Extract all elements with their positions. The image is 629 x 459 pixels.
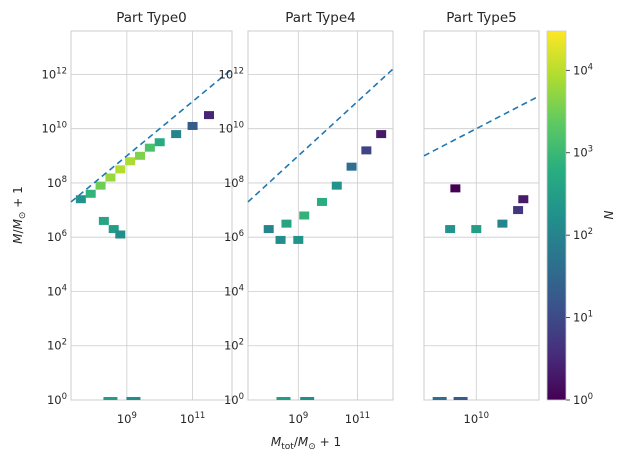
hexbin-cell [95,181,106,190]
hexbin-cell [513,206,524,215]
xticks-part-type0: 109 1011 [117,411,205,426]
colorbar-tick-label: 104 [573,62,593,77]
hexbin-cell [108,225,119,234]
y-axis-label: M/M⊙ + 1 [11,186,28,244]
hexbin-cell [346,162,357,171]
hexbin-cell [316,197,327,206]
hexbin-cell [276,397,291,400]
xticks-part-type4: 109 1011 [288,411,370,426]
hexbin-cell [105,173,116,182]
colorbar-tick-label: 101 [573,310,593,325]
bins-part-type4 [263,130,387,400]
hexbin-cell [275,235,286,244]
hexbin-cell [300,397,315,400]
y-tick-label: 1010 [219,121,244,136]
hexbin-cell [126,397,141,400]
y-tick-label: 1012 [219,66,244,81]
y-tick-label: 100 [224,392,244,407]
hexbin-cell [445,225,456,234]
grid-part-type0 [71,31,232,401]
x-tick-label: 109 [288,411,308,426]
y-tick-label: 102 [224,338,244,353]
y-tick-label: 104 [47,283,67,298]
reference-line-part-type4 [247,68,394,203]
hexbin-cell [204,111,214,120]
bins-part-type5 [432,184,529,400]
hexbin-cell [263,225,274,234]
colorbar-tick-label: 102 [573,227,593,242]
x-tick-label: 1011 [345,411,370,426]
reference-line-part-type5 [423,95,540,157]
hexbin-cell [518,195,529,204]
hexbin-cell [144,143,155,152]
y-tick-label: 1010 [42,121,67,136]
y-tick-label: 100 [47,392,67,407]
colorbar-gradient [546,30,567,401]
x-tick-label: 1010 [464,411,489,426]
hexbin-cell [103,397,118,400]
panel-part-type5: Part Type5 1010 [423,10,540,426]
colorbar-ticks: 100 101 102 103 104 [566,62,593,407]
y-tick-label: 102 [47,338,67,353]
reference-line-part-type0 [70,68,233,203]
y-tick-label: 106 [47,229,67,244]
hexbin-cell [376,130,387,139]
hexbin-cell [497,219,508,228]
hexbin-cell [125,157,136,166]
hexbin-cell [281,219,292,228]
hexbin-cell [187,121,198,130]
hexbin-cell [154,138,165,147]
y-tick-label: 108 [47,175,67,190]
hexbin-cell [171,130,182,139]
title-part-type4: Part Type4 [285,10,356,26]
plot-area-part-type5 [423,30,540,401]
yticks-part-type0: 100 102 104 106 108 1010 1012 [42,66,67,407]
hexbin-cell [98,216,109,225]
hexbin-cell [115,230,126,239]
y-tick-label: 108 [224,175,244,190]
grid-part-type5 [424,31,539,401]
colorbar: 100 101 102 103 104 N [546,30,616,407]
colorbar-tick-label: 100 [573,392,593,407]
hexbin-cell [299,211,310,220]
hexbin-cell [450,184,461,193]
hexbin-cell [85,189,96,198]
hexbin-cell [471,225,482,234]
x-tick-label: 109 [117,411,137,426]
grid-part-type4 [248,31,393,401]
title-part-type0: Part Type0 [116,10,187,26]
xticks-part-type5: 1010 [464,411,489,426]
hexbin-cell [135,151,145,160]
hexbin-cell [75,195,86,204]
hexbin-cell [115,165,126,174]
colorbar-label: N [602,210,616,219]
y-tick-label: 1012 [42,66,67,81]
x-axis-label: Mtot/M⊙ + 1 [271,435,341,452]
hexbin-cell [293,235,304,244]
hexbin-cell [453,397,468,400]
hexbin-cell [361,146,372,155]
colorbar-tick-label: 103 [573,145,593,160]
y-tick-label: 106 [224,229,244,244]
y-tick-label: 104 [224,283,244,298]
bins-part-type0 [75,111,214,400]
plot-area-part-type0 [70,30,233,401]
x-tick-label: 1011 [180,411,205,426]
hexbin-cell [432,397,447,400]
title-part-type5: Part Type5 [446,10,517,26]
plot-area-part-type4 [247,30,394,401]
hexbin-cell [331,181,342,190]
